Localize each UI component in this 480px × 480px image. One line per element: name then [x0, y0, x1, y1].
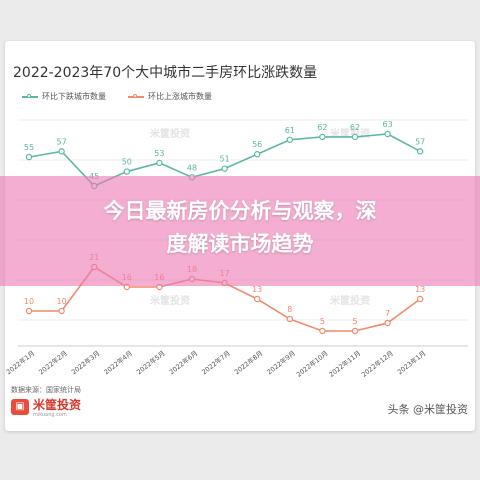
data-label: 62	[350, 123, 360, 132]
x-tick-label: 2022年1月	[4, 348, 36, 376]
legend-label-decline: 环比下跌城市数量	[42, 92, 106, 101]
data-point	[58, 307, 65, 315]
attribution-text: 头条 @米筐投资	[387, 403, 469, 416]
x-tick-label: 2022年8月	[232, 348, 264, 376]
headline-line-1: 今日最新房价分析与观察，深	[103, 199, 377, 223]
data-label: 56	[252, 140, 262, 149]
legend-label-rise: 环比上涨城市数量	[148, 92, 212, 101]
brand-logo: ▣ 米筐投资 mikuang.com	[11, 399, 81, 419]
watermark-text: 米筐投资	[150, 296, 190, 307]
data-label: 8	[287, 305, 292, 314]
data-label: 7	[385, 309, 390, 318]
data-label: 57	[57, 137, 67, 146]
data-point	[319, 327, 326, 335]
x-tick-label: 2022年9月	[265, 348, 297, 376]
headline-line-2: 度解读市场趋势	[166, 232, 314, 256]
data-label: 55	[24, 143, 34, 152]
data-label: 5	[320, 317, 325, 326]
watermark-text: 米筐投资	[330, 296, 370, 307]
data-point	[319, 133, 326, 141]
x-tick-label: 2022年7月	[200, 348, 232, 376]
data-label: 10	[24, 297, 34, 306]
basket-icon: ▣	[11, 399, 29, 415]
data-point	[417, 148, 424, 155]
x-tick-label: 2022年6月	[167, 348, 199, 376]
x-tick-label: 2022年5月	[135, 348, 167, 376]
watermark-text: 米筐投资	[330, 129, 370, 140]
logo-url: mikuang.com	[33, 412, 67, 418]
legend-swatch-rise	[128, 93, 144, 98]
legend-item-decline: 环比下跌城市数量	[22, 91, 106, 102]
chart-legend: 环比下跌城市数量 环比上涨城市数量	[22, 91, 212, 102]
data-label: 51	[220, 155, 230, 164]
watermark-text: 米筐投资	[150, 129, 190, 140]
data-label: 50	[122, 158, 132, 167]
x-tick-label: 2022年2月	[37, 348, 69, 376]
data-point	[25, 307, 33, 315]
data-point	[25, 153, 33, 161]
data-point	[351, 133, 359, 141]
data-point	[156, 159, 163, 167]
headline-banner	[0, 176, 480, 286]
data-point	[286, 315, 293, 323]
legend-swatch-decline	[22, 93, 38, 98]
chart-title: 2022-2023年70个大中城市二手房环比涨跌数量	[13, 65, 318, 81]
x-tick-label: 2022年4月	[102, 348, 134, 376]
headline-text: 今日最新房价分析与观察，深 度解读市场趋势	[0, 195, 480, 261]
legend-item-rise: 环比上涨城市数量	[128, 91, 212, 102]
data-point	[286, 136, 293, 143]
data-point	[221, 165, 228, 172]
x-tick-label: 2022年10月	[294, 348, 329, 378]
data-label: 5	[352, 317, 357, 326]
data-point	[123, 168, 131, 175]
data-label: 13	[415, 285, 425, 294]
data-label: 53	[154, 149, 164, 158]
data-label: 63	[383, 120, 393, 129]
data-point	[384, 130, 391, 138]
x-tick-label: 2023年1月	[395, 348, 427, 376]
data-label: 48	[187, 163, 197, 172]
data-label: 57	[415, 137, 425, 146]
data-point	[351, 327, 359, 335]
data-point	[254, 151, 261, 158]
data-label: 62	[317, 123, 327, 132]
data-label: 13	[252, 285, 262, 294]
data-point	[254, 295, 261, 303]
data-point	[417, 295, 424, 303]
data-source: 数据来源：国家统计局	[11, 386, 81, 394]
data-label: 61	[285, 126, 295, 135]
x-tick-label: 2022年11月	[327, 348, 362, 378]
logo-name: 米筐投资	[33, 398, 82, 412]
data-point	[384, 319, 391, 327]
data-point	[58, 148, 65, 155]
x-tick-label: 2022年12月	[359, 348, 394, 378]
data-label: 10	[57, 297, 67, 306]
x-tick-label: 2022年3月	[69, 348, 101, 376]
